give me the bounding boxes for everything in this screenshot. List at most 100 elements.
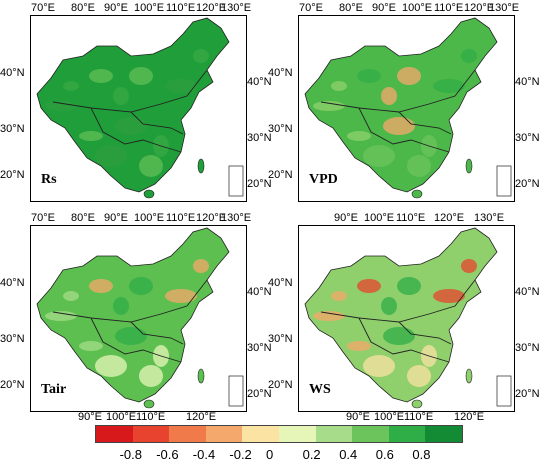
value-patch <box>63 81 79 91</box>
lat-tick-right: 30°N <box>515 342 540 354</box>
lon-tick-top: 90°E <box>334 212 358 224</box>
lon-tick-top: 130°E <box>474 212 505 224</box>
country-shape <box>36 17 230 193</box>
lon-tick-top: 80°E <box>339 2 363 14</box>
lon-tick-top: 70°E <box>31 2 55 14</box>
value-patch <box>193 259 209 273</box>
region-boundary <box>398 111 452 135</box>
colorbar-tick-label: 0.4 <box>339 447 358 462</box>
lon-tick-top: 80°E <box>71 2 95 14</box>
colorbar-swatch <box>96 426 133 442</box>
lon-tick-top: 80°E <box>71 212 95 224</box>
lon-tick-top: 120°E <box>434 212 465 224</box>
hainan-island <box>143 399 155 409</box>
lon-tick-top: 120°E <box>196 212 227 224</box>
region-boundary <box>90 107 182 153</box>
value-patch <box>397 67 421 85</box>
colorbar-swatch <box>278 426 316 442</box>
value-patch <box>113 87 129 105</box>
value-patch <box>433 289 465 303</box>
value-patch <box>139 155 163 177</box>
region-boundary <box>398 321 452 345</box>
value-patch <box>113 297 129 315</box>
lat-tick-left: 20°N <box>268 169 293 181</box>
lon-tick-top: 90°E <box>104 2 128 14</box>
country-shape <box>304 17 498 193</box>
lat-tick-right: 40°N <box>515 76 540 88</box>
hainan-island <box>143 189 155 199</box>
hainan-island <box>411 189 423 199</box>
panel-variable-label: WS <box>309 382 331 397</box>
lat-tick-right: 20°N <box>247 178 272 190</box>
lat-tick-left: 30°N <box>268 333 293 345</box>
value-patch <box>63 291 79 301</box>
value-patch <box>129 277 153 295</box>
region-boundary <box>320 279 476 323</box>
lat-tick-left: 20°N <box>0 379 25 391</box>
value-patch <box>381 87 397 105</box>
value-patch <box>407 365 431 387</box>
value-patch <box>115 327 147 345</box>
china-map <box>304 17 512 199</box>
lon-tick-top: 110°E <box>166 2 196 14</box>
lon-tick-bottom: 100°E <box>106 411 137 423</box>
lat-tick-left: 40°N <box>0 277 25 289</box>
lon-tick-top: 100°E <box>364 212 395 224</box>
taiwan-island <box>465 158 473 174</box>
taiwan-island <box>197 158 205 174</box>
lon-tick-top: 130°E <box>221 212 252 224</box>
value-patch <box>347 341 371 351</box>
map-frame: VPD <box>298 15 515 202</box>
colorbar-swatch <box>388 426 426 442</box>
colorbar-tick-label: 0.2 <box>302 447 321 462</box>
hainan-island <box>411 399 423 409</box>
value-patch <box>95 145 127 167</box>
lat-tick-left: 20°N <box>0 169 25 181</box>
colorbar-swatch <box>315 426 353 442</box>
lon-tick-bottom: 100°E <box>374 411 405 423</box>
value-patch <box>381 297 397 315</box>
value-patch <box>139 365 163 387</box>
lon-tick-top: 100°E <box>402 2 433 14</box>
value-patch <box>383 327 415 345</box>
taiwan-island <box>197 368 205 384</box>
lon-tick-bottom: 120°E <box>186 411 217 423</box>
colorbar-tick-label: 0 <box>266 447 274 462</box>
panel-variable-label: Tair <box>41 382 67 397</box>
value-patch <box>313 311 345 321</box>
colorbar-swatch <box>352 426 389 442</box>
colorbar-tick-label: -0.8 <box>119 447 142 462</box>
lon-tick-top: 90°E <box>372 2 396 14</box>
lat-tick-left: 30°N <box>268 123 293 135</box>
value-patch <box>165 289 197 303</box>
value-patch <box>407 155 431 177</box>
region-boundary <box>90 317 182 363</box>
lat-tick-right: 40°N <box>247 76 272 88</box>
colorbar-tick-label: 0.6 <box>375 447 394 462</box>
value-patch <box>397 277 421 295</box>
value-patch <box>433 79 465 93</box>
colorbar-tick-label: 0.8 <box>412 447 431 462</box>
region-boundary <box>130 111 184 135</box>
lon-tick-top: 110°E <box>434 2 464 14</box>
value-patch <box>89 69 113 83</box>
lat-tick-right: 20°N <box>515 178 540 190</box>
china-map <box>36 227 244 409</box>
panel-variable-label: VPD <box>309 172 338 187</box>
colorbar-swatch <box>425 426 462 442</box>
lon-tick-top: 100°E <box>134 212 165 224</box>
lon-tick-bottom: 110°E <box>404 411 434 423</box>
lon-tick-top: 120°E <box>196 2 227 14</box>
map-frame: WS <box>298 225 515 412</box>
lon-tick-bottom: 110°E <box>136 411 166 423</box>
region-boundary <box>358 317 450 363</box>
taiwan-island <box>465 368 473 384</box>
region-boundary <box>52 279 208 323</box>
value-patch <box>331 291 347 301</box>
south-china-sea-inset <box>496 375 512 407</box>
lon-tick-top: 100°E <box>134 2 165 14</box>
lon-tick-bottom: 90°E <box>78 411 102 423</box>
value-patch <box>383 117 415 135</box>
colorbar <box>95 425 463 443</box>
lon-tick-top: 130°E <box>221 2 252 14</box>
